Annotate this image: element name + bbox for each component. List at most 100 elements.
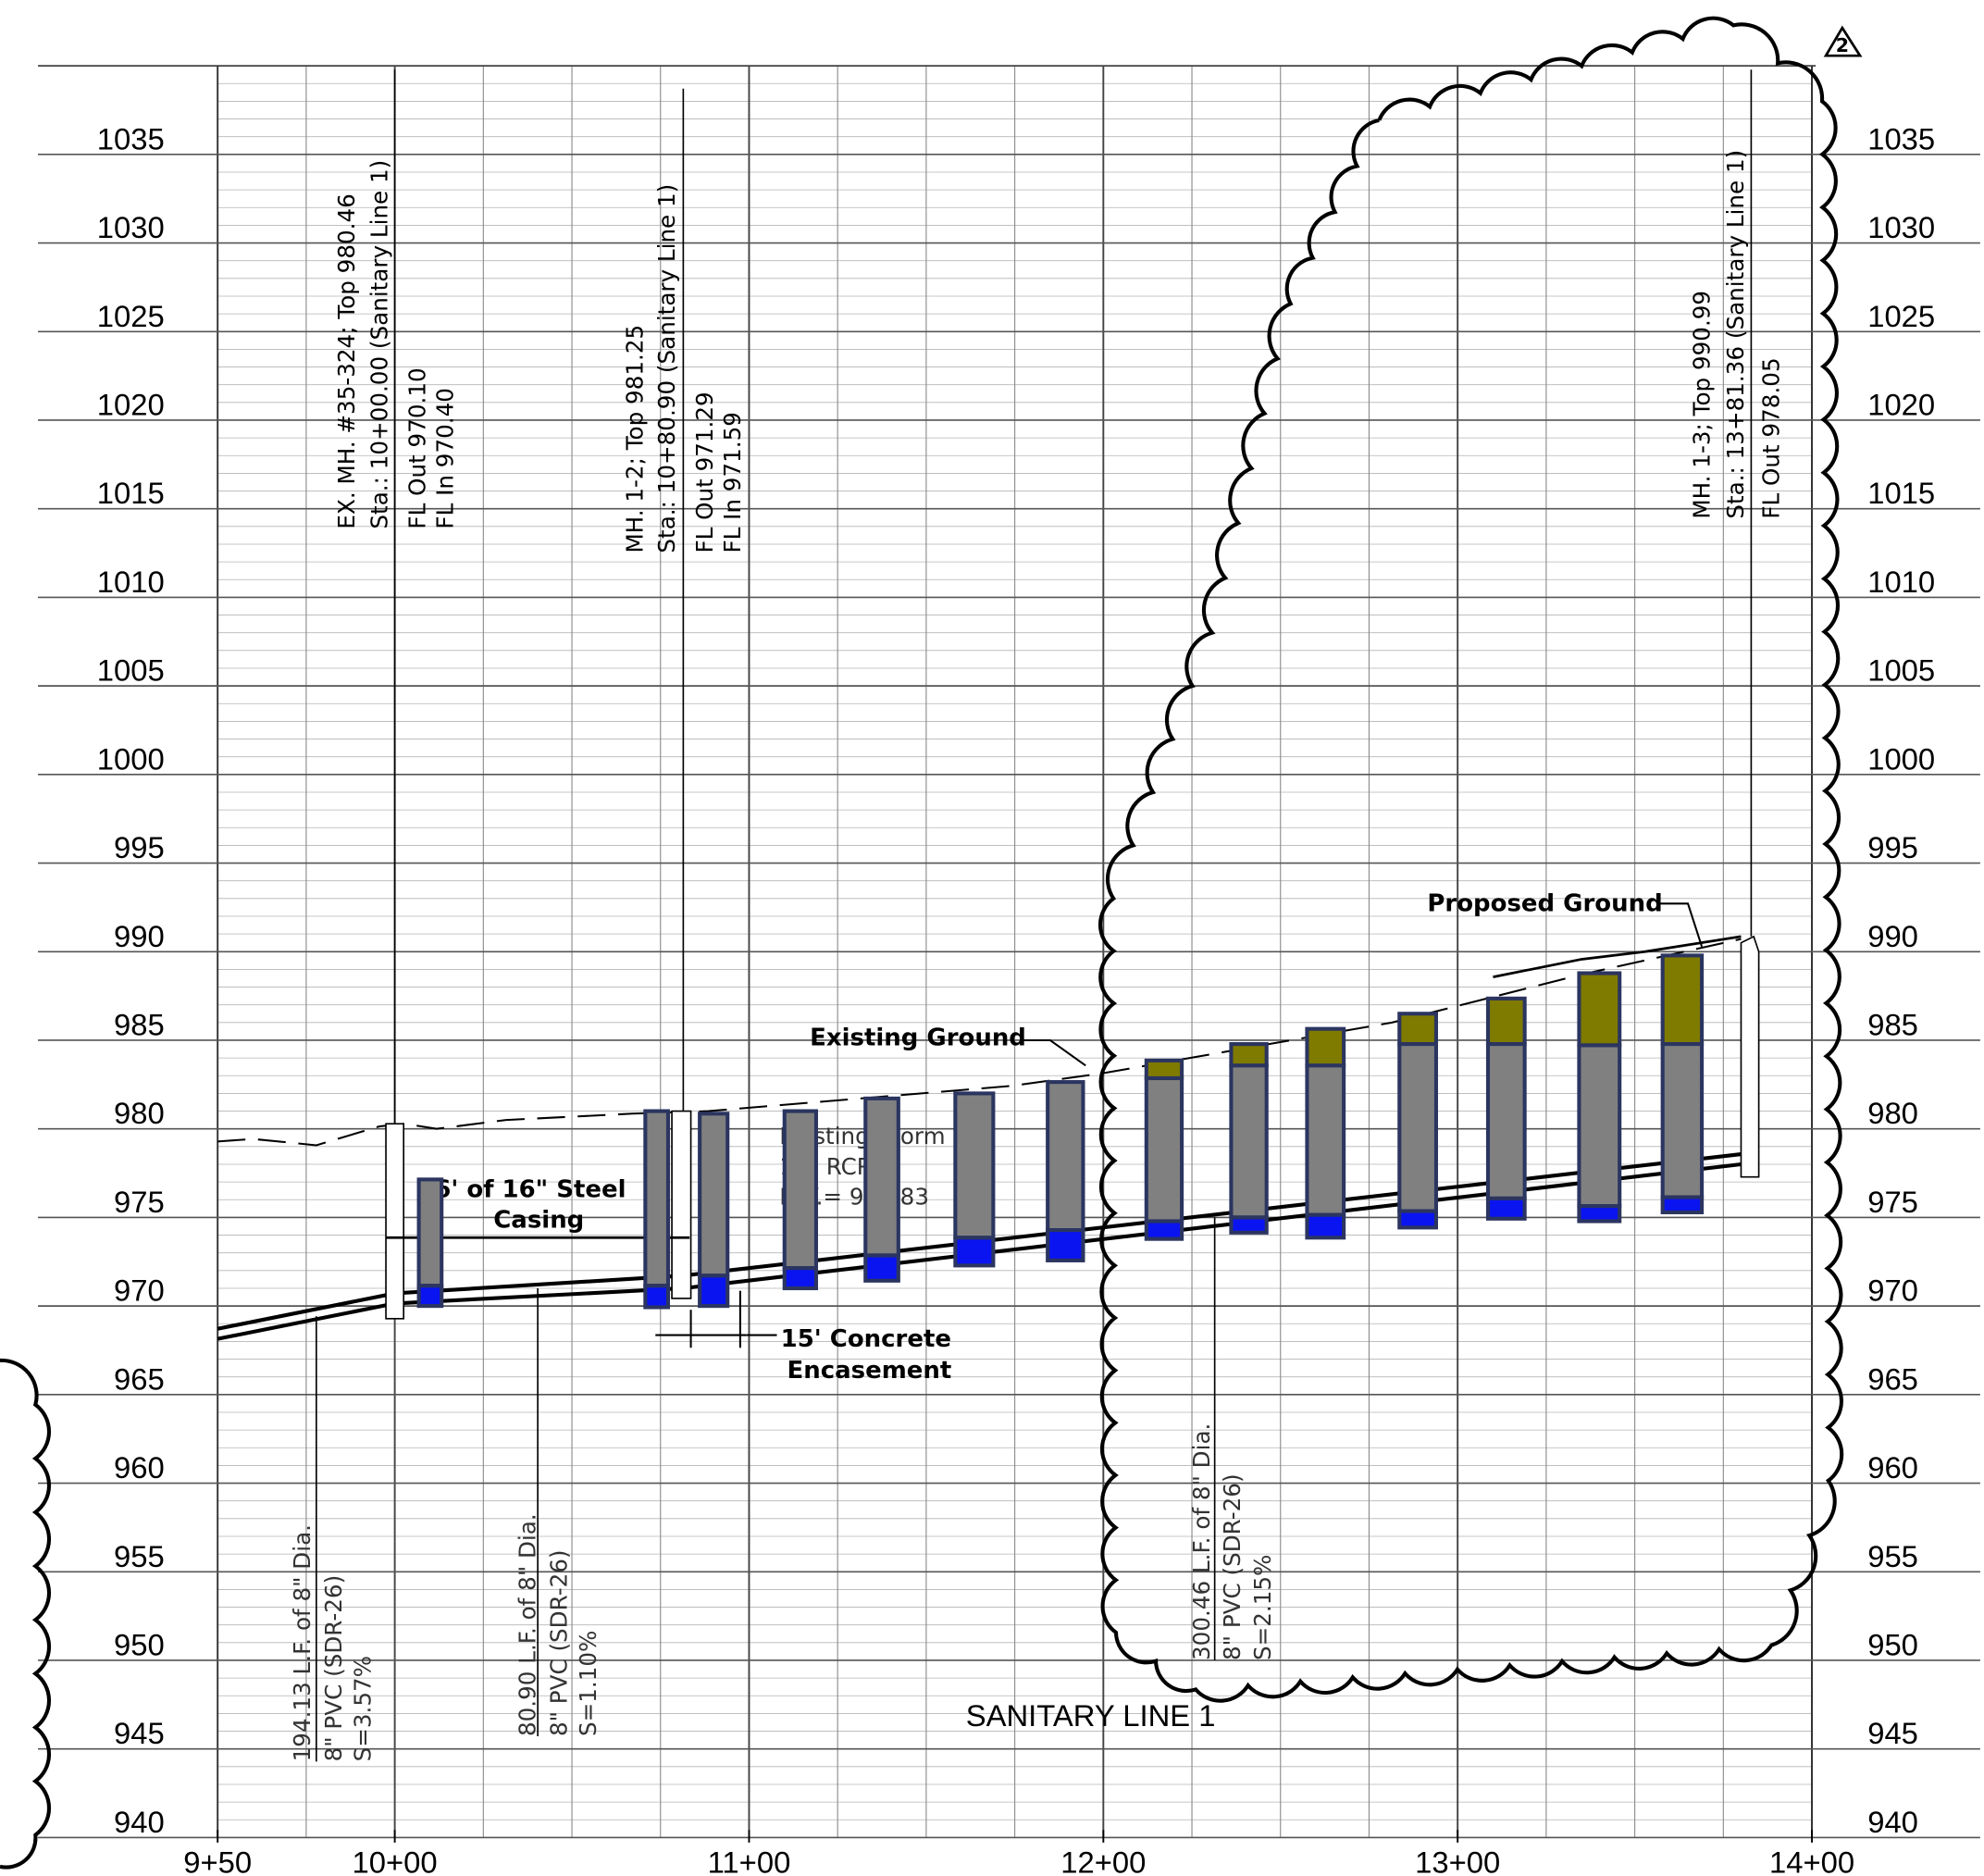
y-tick-label-left: 1020 <box>97 388 165 422</box>
pipe-column <box>1305 1212 1346 1240</box>
y-tick-label-left: 955 <box>114 1539 165 1573</box>
y-tick-label-right: 1010 <box>1867 565 1935 599</box>
fill-column <box>1305 1026 1346 1068</box>
y-tick-label-left: 1000 <box>97 741 165 776</box>
fill-column <box>1229 1042 1269 1068</box>
pipe-column <box>1660 1195 1705 1214</box>
y-tick-label-left: 1015 <box>97 476 165 510</box>
linework <box>0 16 1844 1870</box>
pipe-column <box>1397 1209 1438 1230</box>
depth-column <box>416 1177 444 1288</box>
revision-triangle <box>1823 25 1863 57</box>
pipe-column <box>953 1236 996 1268</box>
manhole-3 <box>1740 935 1760 1178</box>
fill-column <box>1485 996 1527 1047</box>
x-tick-label: 11+00 <box>708 1845 791 1876</box>
annotation: Casing <box>493 1206 584 1234</box>
depth-column <box>1660 1042 1705 1199</box>
pipe-column <box>1577 1204 1622 1224</box>
annotation: 86' of 16" Steel <box>417 1176 626 1204</box>
y-tick-label-right: 1025 <box>1867 299 1935 333</box>
manhole-2 <box>671 1110 692 1299</box>
y-tick-label-right: 960 <box>1867 1450 1918 1485</box>
x-tick-label: 13+00 <box>1415 1845 1500 1876</box>
depth-column <box>698 1112 730 1278</box>
y-tick-label-left: 950 <box>114 1628 165 1662</box>
depth-column <box>1577 1043 1622 1209</box>
y-tick-label-right: 1005 <box>1867 653 1935 688</box>
annotation: EX. MH. #35-324; Top 980.46 <box>333 193 360 528</box>
fill-column <box>1577 971 1622 1048</box>
manhole-1 <box>385 1123 405 1320</box>
proposed-ground <box>1493 935 1742 978</box>
y-tick-label-left: 990 <box>114 919 165 953</box>
y-tick-label-right: 1035 <box>1867 121 1935 155</box>
chart-title: SANITARY LINE 1 <box>966 1698 1216 1733</box>
y-tick-label-right: 980 <box>1867 1096 1918 1130</box>
depth-column <box>782 1109 818 1271</box>
pipe-column <box>1485 1196 1527 1221</box>
y-tick-label-right: 970 <box>1867 1273 1918 1308</box>
x-tick-label: 9+50 <box>183 1845 252 1876</box>
annotation: MH. 1-3; Top 990.99 <box>1688 291 1715 519</box>
y-tick-label-right: 1015 <box>1867 476 1935 510</box>
y-tick-label-left: 985 <box>114 1008 165 1042</box>
depth-column <box>1305 1063 1346 1217</box>
y-tick-label-right: 940 <box>1867 1805 1918 1839</box>
pipe-column <box>1229 1215 1269 1235</box>
annotation: 300.46 L.F. of 8" Dia. <box>1188 1423 1215 1660</box>
y-tick-label-left: 975 <box>114 1185 165 1219</box>
annotation: S=2.15% <box>1249 1555 1276 1660</box>
revision-number: 2 <box>1836 34 1849 56</box>
depth-column <box>1144 1075 1184 1224</box>
y-tick-label-right: 1020 <box>1867 388 1935 422</box>
annotation: Proposed Ground <box>1427 890 1662 918</box>
pipe-column <box>698 1273 730 1309</box>
pipe-column <box>1046 1228 1085 1262</box>
y-tick-label-right: 965 <box>1867 1361 1918 1396</box>
pipe-column <box>416 1284 444 1309</box>
annotation: MH. 1-2; Top 981.25 <box>622 325 649 553</box>
pipe-column <box>782 1266 818 1291</box>
y-tick-label-left: 1010 <box>97 565 165 599</box>
revision-cloud <box>1097 16 1844 1703</box>
fill-column <box>1660 953 1705 1047</box>
annotation: Existing Ground <box>810 1024 1026 1051</box>
depth-column <box>863 1096 900 1258</box>
annotation: Sta.: 10+80.90 (Sanitary Line 1) <box>653 184 680 553</box>
x-tick-label: 12+00 <box>1060 1845 1146 1876</box>
annotation: FL In 970.40 <box>432 388 459 528</box>
annotation: Sta.: 13+81.36 (Sanitary Line 1) <box>1722 150 1749 519</box>
columns <box>416 953 1705 1310</box>
y-tick-label-left: 1005 <box>97 653 165 688</box>
y-tick-label-right: 990 <box>1867 919 1918 953</box>
y-tick-label-left: 940 <box>114 1805 165 1839</box>
y-tick-label-right: 985 <box>1867 1008 1918 1042</box>
pipe-column <box>643 1284 671 1310</box>
y-tick-label-left: 1030 <box>97 210 165 244</box>
x-tick-label: 14+00 <box>1769 1845 1854 1876</box>
y-tick-label-right: 955 <box>1867 1539 1918 1573</box>
leader-existing <box>1022 1038 1086 1067</box>
depth-column <box>643 1109 671 1288</box>
annotation: S=3.57% <box>350 1656 377 1761</box>
y-tick-label-right: 945 <box>1867 1716 1918 1750</box>
y-tick-label-right: 1030 <box>1867 210 1935 244</box>
annotation: 15' Concrete <box>781 1325 951 1353</box>
depth-column <box>1046 1080 1085 1233</box>
y-tick-label-left: 945 <box>114 1716 165 1750</box>
annotation: 80.90 L.F. of 8" Dia. <box>514 1513 540 1736</box>
fill-column <box>1397 1012 1438 1047</box>
pipe-top <box>217 1152 1742 1331</box>
depth-column <box>1229 1063 1269 1220</box>
y-tick-label-left: 995 <box>114 830 165 864</box>
annotation: FL Out 978.05 <box>1757 357 1784 518</box>
depth-column <box>1397 1042 1438 1213</box>
annotation: Sta.: 10+00.00 (Sanitary Line 1) <box>366 160 392 529</box>
x-tick-label: 10+00 <box>353 1845 438 1876</box>
fill-column <box>1144 1058 1184 1081</box>
y-tick-label-right: 1000 <box>1867 741 1935 776</box>
